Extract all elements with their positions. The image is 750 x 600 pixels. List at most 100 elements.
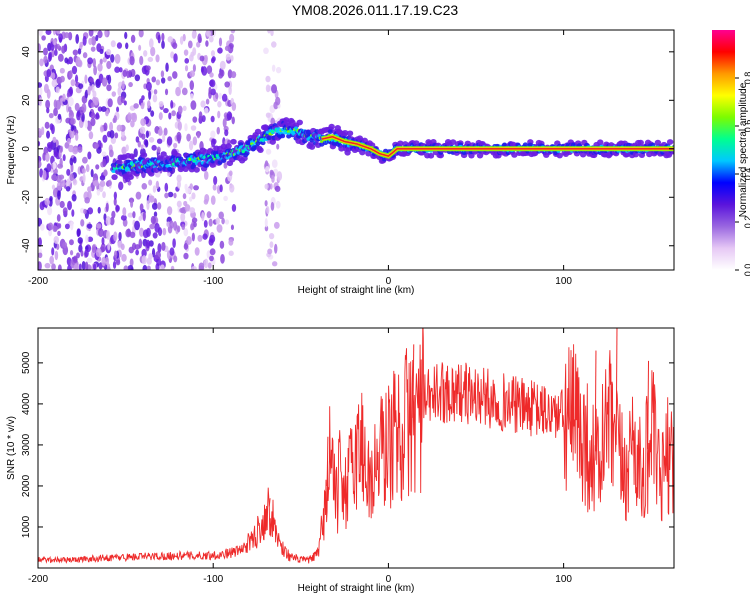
spectrogram-noise-blob <box>210 88 216 96</box>
spectrogram-noise-blob <box>145 239 151 249</box>
spectrogram-noise-blob <box>192 116 198 123</box>
spectrogram-noise-blob <box>87 236 94 243</box>
spectrogram-noise-blob <box>116 42 123 49</box>
spectrogram-noise-blob <box>198 111 203 120</box>
spectrogram-noise-blob <box>52 39 57 46</box>
spectrogram-noise-blob <box>96 223 102 229</box>
spectrogram-noise-blob <box>84 248 89 258</box>
spectrogram-noise-blob <box>145 65 151 71</box>
spectrogram-noise-blob <box>191 232 195 242</box>
spectrogram-noise-blob <box>100 106 107 113</box>
spectrogram-noise-blob <box>208 86 212 95</box>
spectrogram-noise-blob <box>184 58 190 64</box>
spectrogram-noise-blob <box>46 163 52 173</box>
spectrogram-noise-blob <box>189 196 193 202</box>
spectrogram-noise-blob <box>106 179 112 187</box>
spectrogram-noise-blob <box>59 145 64 153</box>
spectrogram-noise-blob <box>38 127 42 137</box>
spectrogram-noise-blob <box>91 244 97 254</box>
snr-peak-spike <box>594 350 597 461</box>
spectrogram-noise-blob <box>65 117 72 124</box>
spectrogram-noise-blob <box>73 263 79 270</box>
spectrogram-ridge-halo <box>556 152 563 159</box>
spectrogram-noise-blob <box>209 248 216 256</box>
spectrogram-noise-blob <box>192 47 197 56</box>
spectrogram-noise-blob <box>175 86 181 97</box>
spectrogram-ridge-halo <box>127 174 134 181</box>
spectrogram-noise-blob <box>69 239 74 246</box>
spectrogram-noise-blob <box>66 92 71 98</box>
spectrogram-noise-blob <box>224 129 229 137</box>
spectrogram-noise-blob <box>223 162 228 169</box>
spectrogram-noise-blob <box>45 99 51 109</box>
spectrogram-noise-blob <box>70 221 74 231</box>
snr-x-ticks: -200 -100 0 100 <box>28 328 572 585</box>
spectrogram-noise-blob <box>129 55 135 66</box>
spectrogram-noise-blob <box>84 89 89 99</box>
spectrogram-noise-blob <box>205 98 210 105</box>
spectrogram-noise-blob <box>189 207 196 214</box>
spectrogram-noise-blob <box>270 201 275 211</box>
spectrogram-noise-blob <box>107 242 111 251</box>
spectrogram-noise-blob <box>230 30 236 34</box>
spectrogram-noise-blob <box>47 206 53 216</box>
spectrogram-noise-blob <box>105 216 111 226</box>
spectrogram-noise-blob <box>138 227 144 237</box>
spectrogram-noise-blob <box>140 144 144 150</box>
spectrogram-noise-blob <box>61 45 66 54</box>
spectrogram-noise-blob <box>127 264 134 270</box>
spectrogram-noise-blob <box>66 137 72 144</box>
spectrogram-noise-blob <box>39 223 45 231</box>
figure-title: YM08.2026.011.17.19.C23 <box>291 2 459 18</box>
snr-peak-spike <box>268 498 271 507</box>
spectrogram-noise-blob <box>225 53 231 61</box>
spectrogram-noise-blob <box>173 53 178 63</box>
spectrogram-noise-blob <box>141 95 145 101</box>
spectrogram-noise-blob <box>152 232 158 239</box>
snr-y-axis-label: SNR (10 * v/v) <box>6 416 17 480</box>
spectrogram-noise-blob <box>135 249 139 256</box>
spectrogram-noise-blob <box>157 202 162 210</box>
colorbar-tick-label: 0.6 <box>743 120 750 133</box>
spectrogram-noise-blob <box>96 188 101 196</box>
spectrogram-noise-blob <box>223 195 228 202</box>
spectrogram-noise-blob <box>69 128 75 139</box>
spectrogram-noise-blob <box>62 241 68 249</box>
spectrogram-noise-blob <box>185 187 192 194</box>
spectrogram-noise-blob <box>84 119 88 129</box>
spectrogram-noise-blob <box>67 96 74 107</box>
spectrogram-noise-blob <box>263 47 269 55</box>
spectrogram-noise-blob <box>103 169 108 177</box>
spectrogram-noise-blob <box>190 125 197 131</box>
spectrogram-noise-blob <box>51 174 58 181</box>
spectrogram-noise-blob <box>230 55 234 62</box>
spectrogram-noise-blob <box>224 219 230 225</box>
spectrogram-noise-blob <box>146 257 152 265</box>
spectrogram-noise-blob <box>134 220 140 231</box>
spectrogram-noise-blob <box>57 163 64 169</box>
snr-y-tick-label: 3000 <box>21 433 32 456</box>
snr-plot-area <box>38 328 674 564</box>
spectrogram-noise-blob <box>80 250 84 257</box>
spectrogram-noise-blob <box>167 36 174 43</box>
spectrogram-noise-blob <box>66 168 71 176</box>
spectrogram-noise-blob <box>105 49 112 56</box>
spectrogram-noise-blob <box>164 192 169 199</box>
spectrogram-noise-blob <box>90 112 96 119</box>
spectrogram-noise-blob <box>62 154 66 162</box>
spectrogram-noise-blob <box>276 143 280 150</box>
spectrogram-noise-blob <box>148 38 154 49</box>
spectrogram-noise-blob <box>170 100 174 109</box>
spectrogram-noise-blob <box>186 236 192 245</box>
spectrogram-noise-blob <box>80 219 85 227</box>
snr-series-line <box>38 328 674 564</box>
spectrogram-noise-blob <box>274 243 278 254</box>
spectrogram-noise-blob <box>157 34 161 44</box>
spectrogram-noise-blob <box>57 230 61 236</box>
colorbar-tick-label: 0.8 <box>743 72 750 85</box>
spectrogram-noise-blob <box>46 130 51 139</box>
spectrogram-noise-blob <box>165 62 169 72</box>
spectrogram-noise-blob <box>141 133 146 140</box>
spectrogram-noise-blob <box>267 248 273 255</box>
